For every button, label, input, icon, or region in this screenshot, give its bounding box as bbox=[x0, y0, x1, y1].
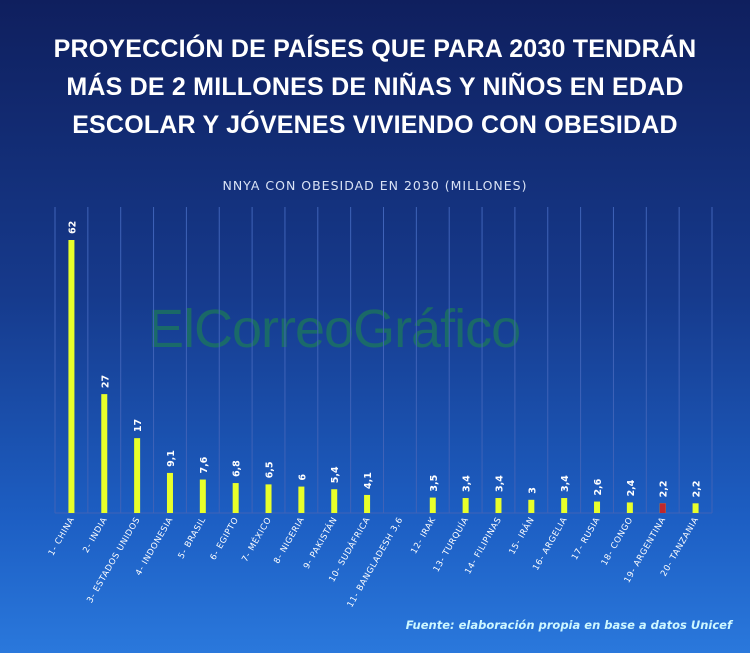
page-title: PROYECCIÓN DE PAÍSES QUE PARA 2030 TENDR… bbox=[0, 30, 750, 144]
value-label: 7,6 bbox=[199, 456, 210, 473]
bar-highlight bbox=[659, 503, 666, 513]
grid-lines bbox=[54, 207, 713, 514]
category-label: 12- IRAK bbox=[409, 516, 438, 556]
category-label: 18- CONGO bbox=[600, 516, 636, 568]
category-label: 2- INDIA bbox=[81, 516, 110, 555]
bar bbox=[199, 479, 206, 513]
bar bbox=[166, 472, 173, 513]
category-label: 15- IRÁN bbox=[506, 515, 537, 557]
value-label: 2,2 bbox=[659, 480, 670, 497]
bar bbox=[331, 489, 338, 513]
bar bbox=[692, 503, 699, 513]
bar bbox=[626, 502, 633, 513]
category-label: 16- ARGELIA bbox=[531, 516, 570, 573]
bar bbox=[68, 240, 75, 513]
title-line-2: MÁS DE 2 MILLONES DE NIÑAS Y NIÑOS EN ED… bbox=[66, 73, 684, 101]
value-labels: 62 27 17 9,1 7,6 6,8 6,5 6 5,4 4,1 3,5 3,4 3,4 3 3,4 2,… bbox=[67, 221, 702, 498]
category-label: 7- MÉXICO bbox=[239, 515, 275, 565]
value-label: 6,8 bbox=[232, 460, 243, 477]
category-label: 11- BANGLADESH 3,6 bbox=[346, 516, 406, 610]
category-label: 14- FILIPINAS bbox=[463, 516, 504, 577]
chart-title: NNYA CON OBESIDAD EN 2030 (MILLONES) bbox=[222, 178, 528, 193]
source-note: Fuente: elaboración propia en base a dat… bbox=[405, 618, 732, 632]
value-label: 2,2 bbox=[692, 480, 703, 497]
bar bbox=[265, 484, 272, 513]
bar bbox=[561, 498, 568, 513]
value-label: 6,5 bbox=[265, 462, 276, 479]
bar bbox=[528, 499, 535, 513]
bar bbox=[232, 483, 239, 513]
bar bbox=[134, 438, 141, 513]
bar bbox=[462, 498, 469, 513]
category-label: 9- PAKISTÁN bbox=[300, 515, 340, 572]
category-label: 5- BRASIL bbox=[177, 516, 209, 561]
value-label: 62 bbox=[67, 221, 78, 234]
bar bbox=[495, 498, 502, 513]
value-label: 6 bbox=[297, 474, 308, 481]
value-label: 3,4 bbox=[560, 475, 571, 492]
value-label: 17 bbox=[133, 419, 144, 432]
value-label: 3,4 bbox=[494, 475, 505, 492]
category-label: 6- EGIPTO bbox=[209, 516, 242, 563]
bars bbox=[68, 240, 699, 513]
bar bbox=[364, 494, 371, 513]
bar bbox=[101, 394, 108, 513]
value-label: 4,1 bbox=[363, 472, 374, 489]
bar bbox=[298, 486, 305, 513]
category-label: 17- RUSIA bbox=[570, 516, 603, 562]
title-line-3: ESCOLAR Y JÓVENES VIVIENDO CON OBESIDAD bbox=[72, 111, 678, 139]
bar bbox=[429, 497, 436, 513]
category-label: 1- CHINA bbox=[47, 516, 77, 558]
bar bbox=[594, 501, 601, 513]
category-label: 8- NIGERIA bbox=[272, 516, 307, 566]
value-label: 5,4 bbox=[330, 466, 341, 483]
value-label: 27 bbox=[100, 375, 111, 388]
title-line-1: PROYECCIÓN DE PAÍSES QUE PARA 2030 TENDR… bbox=[53, 35, 697, 63]
value-label: 3,5 bbox=[429, 475, 440, 492]
value-label: 3 bbox=[527, 487, 538, 494]
value-label: 2,4 bbox=[626, 479, 637, 496]
value-label: 9,1 bbox=[166, 450, 177, 467]
value-label: 2,6 bbox=[593, 478, 604, 495]
value-label: 3,4 bbox=[462, 475, 473, 492]
watermark: ElCorreoGráfico bbox=[148, 299, 521, 359]
